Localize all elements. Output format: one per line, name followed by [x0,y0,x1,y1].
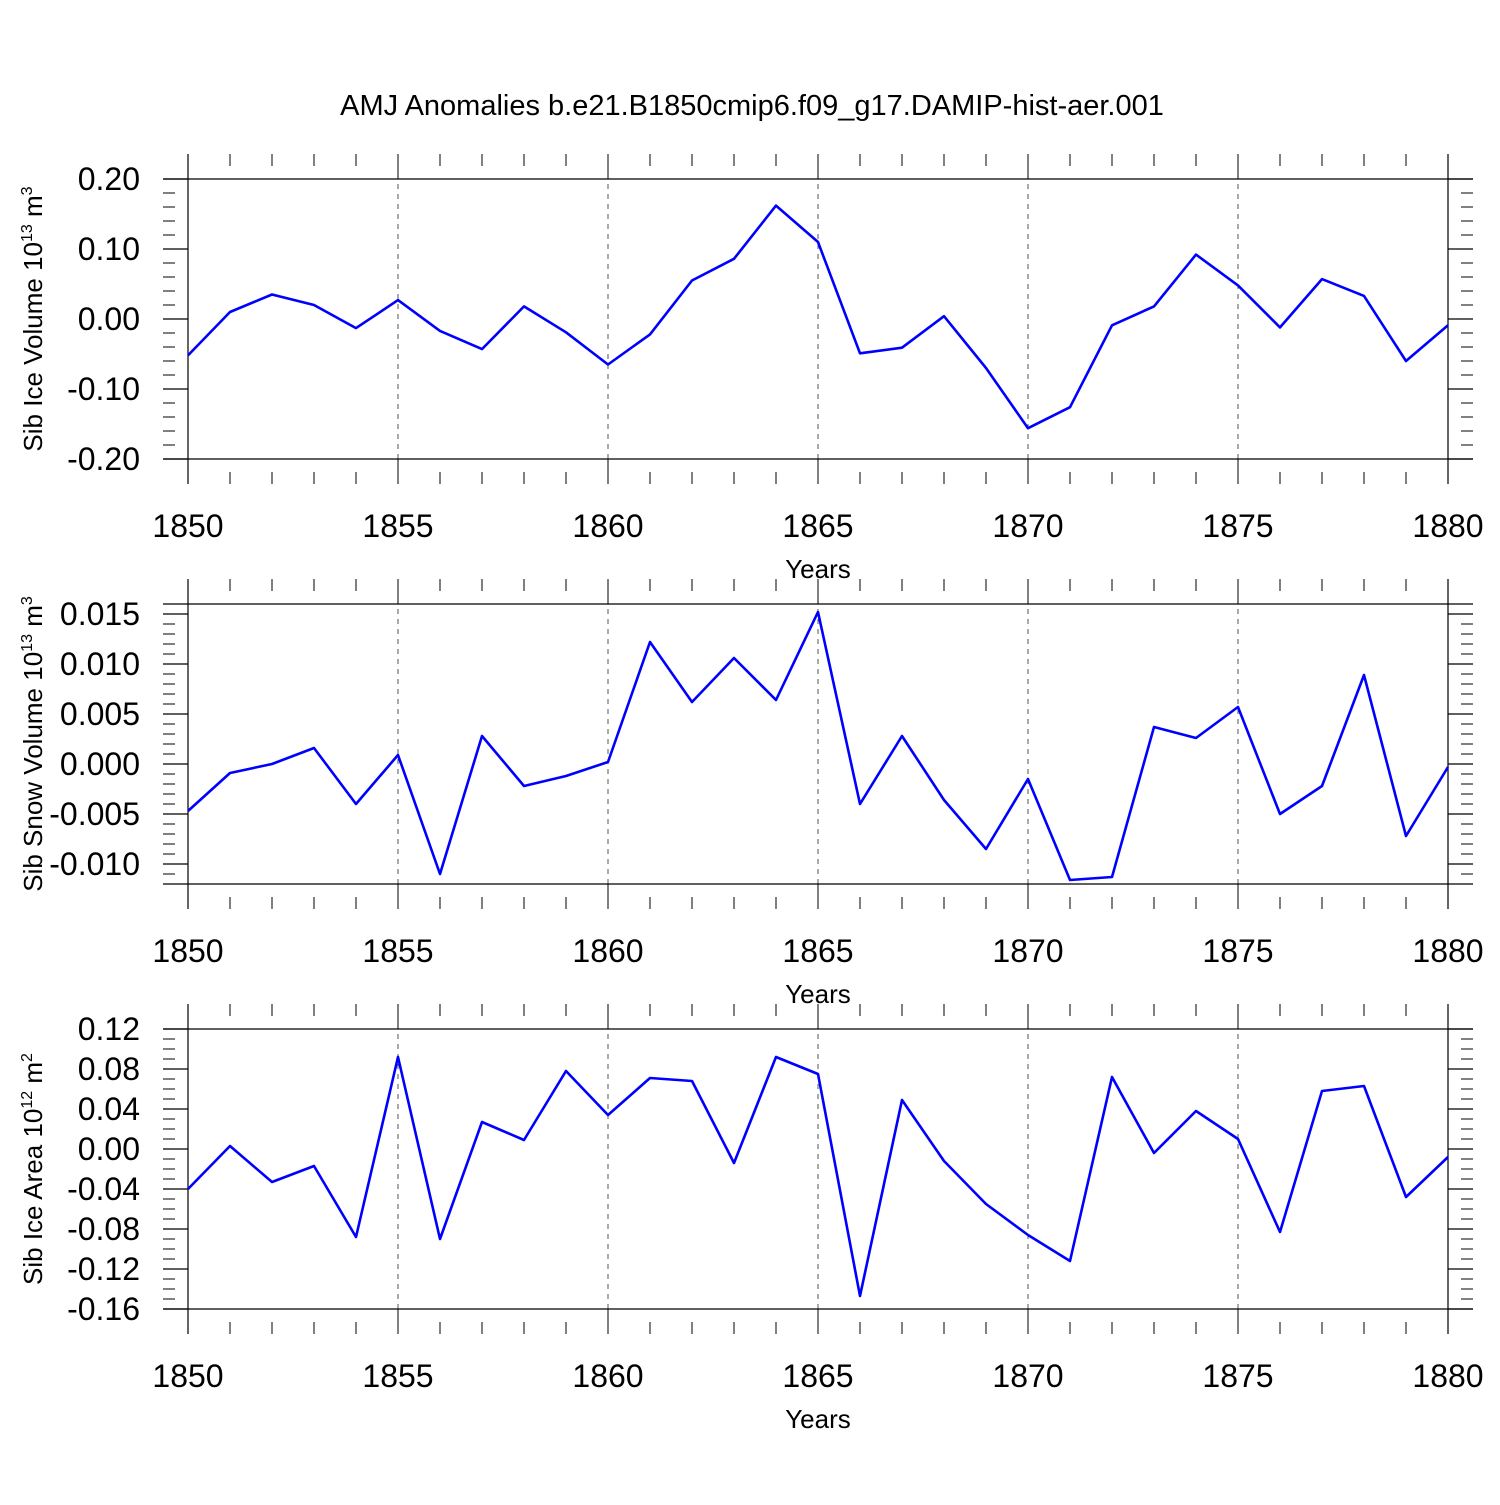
x-tick-label: 1850 [152,1358,223,1394]
y-tick-label: -0.20 [67,441,140,477]
y-axis-title-unit-exponent: 2 [19,1053,36,1062]
x-tick-label: 1880 [1412,1358,1483,1394]
y-axis-title-unit: m [18,1062,48,1091]
y-axis-title-unit-exponent: 3 [19,596,36,605]
x-tick-label: 1880 [1412,933,1483,969]
y-axis-title-unit-exponent: 3 [19,186,36,195]
x-tick-label: 1875 [1202,1358,1273,1394]
x-axis-title: Years [785,1404,851,1434]
x-tick-label: 1870 [992,508,1063,544]
x-tick-label: 1850 [152,508,223,544]
y-tick-label: 0.20 [78,161,140,197]
x-tick-label: 1855 [362,933,433,969]
x-tick-label: 1865 [782,508,853,544]
y-tick-label: 0.12 [78,1011,140,1047]
y-tick-label: -0.12 [67,1251,140,1287]
y-tick-label: 0.00 [78,301,140,337]
y-axis-title: Sib Ice Area 1012 m2 [18,1053,48,1285]
x-tick-label: 1865 [782,933,853,969]
y-tick-label: 0.04 [78,1091,140,1127]
x-tick-label: 1875 [1202,933,1273,969]
figure-title: AMJ Anomalies b.e21.B1850cmip6.f09_g17.D… [340,90,1164,122]
panel-2: 0.015 0.010 0.005 0.000 -0.005 -0.010 1850 1855… [18,579,1484,1009]
y-axis-title-exponent: 13 [19,634,36,652]
y-tick-label: -0.08 [67,1211,140,1247]
x-tick-label: 1865 [782,1358,853,1394]
y-tick-label: 0.08 [78,1051,140,1087]
y-axis-title-exponent: 12 [19,1091,36,1109]
y-tick-label: 0.005 [60,696,140,732]
y-axis-title-exponent: 13 [19,224,36,242]
panel-3: 0.12 0.08 0.04 0.00 -0.04 -0.08 -0.12 -0.16 1850… [18,1004,1484,1434]
x-tick-label: 1860 [572,933,643,969]
y-axis-title-unit: m [18,195,48,224]
x-tick-label: 1850 [152,933,223,969]
x-tick-label: 1870 [992,1358,1063,1394]
y-tick-label: 0.10 [78,231,140,267]
y-axis-title-text: Sib Snow Volume 10 [18,652,48,892]
y-tick-label: 0.015 [60,596,140,632]
y-axis-title: Sib Ice Volume 1013 m3 [18,186,48,451]
y-axis-title-text: Sib Ice Area 10 [18,1109,48,1285]
x-tick-label: 1870 [992,933,1063,969]
y-axis-title-text: Sib Ice Volume 10 [18,242,48,452]
y-axis-title-unit: m [18,605,48,634]
y-tick-label: 0.010 [60,646,140,682]
x-tick-label: 1860 [572,1358,643,1394]
y-tick-label: -0.005 [49,796,140,832]
y-tick-label: 0.000 [60,746,140,782]
x-tick-label: 1855 [362,508,433,544]
x-tick-label: 1880 [1412,508,1483,544]
panel-1: 0.20 0.10 0.00 -0.10 -0.20 1850 1855 1860 1865 18… [18,154,1484,584]
y-tick-label: 0.00 [78,1131,140,1167]
x-tick-label: 1855 [362,1358,433,1394]
y-tick-label: -0.10 [67,371,140,407]
y-tick-label: -0.010 [49,846,140,882]
y-axis-title: Sib Snow Volume 1013 m3 [18,596,48,892]
x-tick-label: 1860 [572,508,643,544]
y-tick-label: -0.16 [67,1291,140,1327]
x-tick-label: 1875 [1202,508,1273,544]
y-tick-label: -0.04 [67,1171,140,1207]
